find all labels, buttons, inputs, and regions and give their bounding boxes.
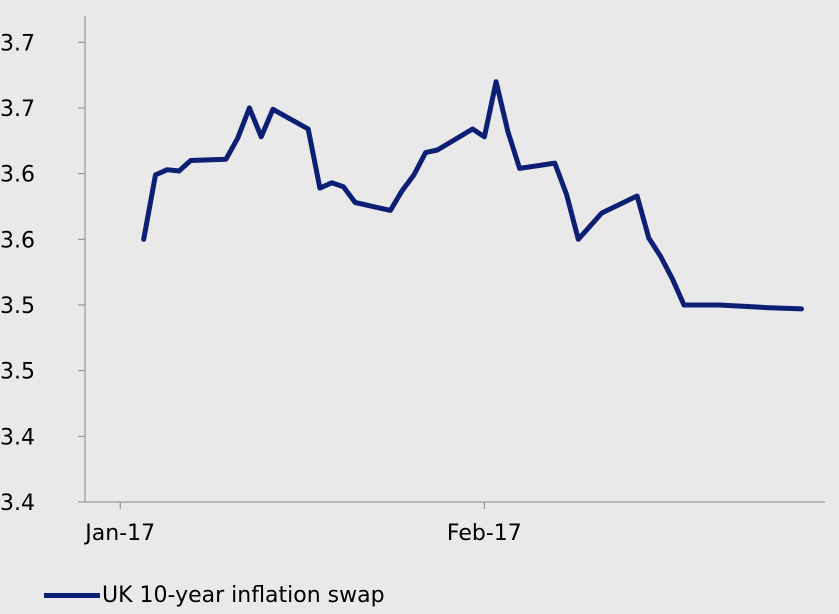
x-axis-ticks: Jan-17 Feb-17 (83, 502, 522, 546)
y-tick-label: 3.7 (0, 97, 35, 122)
y-tick-label: 3.4 (0, 425, 35, 450)
y-tick-label: 3.5 (0, 360, 35, 385)
y-tick-label: 3.6 (0, 163, 35, 188)
x-tick-label: Feb-17 (447, 521, 522, 546)
y-tick-label: 3.6 (0, 228, 35, 253)
legend-swatch (44, 593, 100, 598)
x-tick-label: Jan-17 (83, 521, 155, 546)
y-tick-label: 3.7 (0, 31, 35, 56)
y-tick-label: 3.4 (0, 491, 35, 516)
y-tick-label: 3.5 (0, 294, 35, 319)
y-axis-ticks: 3.4 3.4 3.5 3.5 3.6 3.6 3.7 3.7 (0, 31, 85, 516)
chart-legend: UK 10-year inflation swap (44, 583, 385, 608)
series-line-uk-10-year-inflation-swap (141, 79, 804, 312)
legend-label: UK 10-year inflation swap (102, 583, 385, 608)
